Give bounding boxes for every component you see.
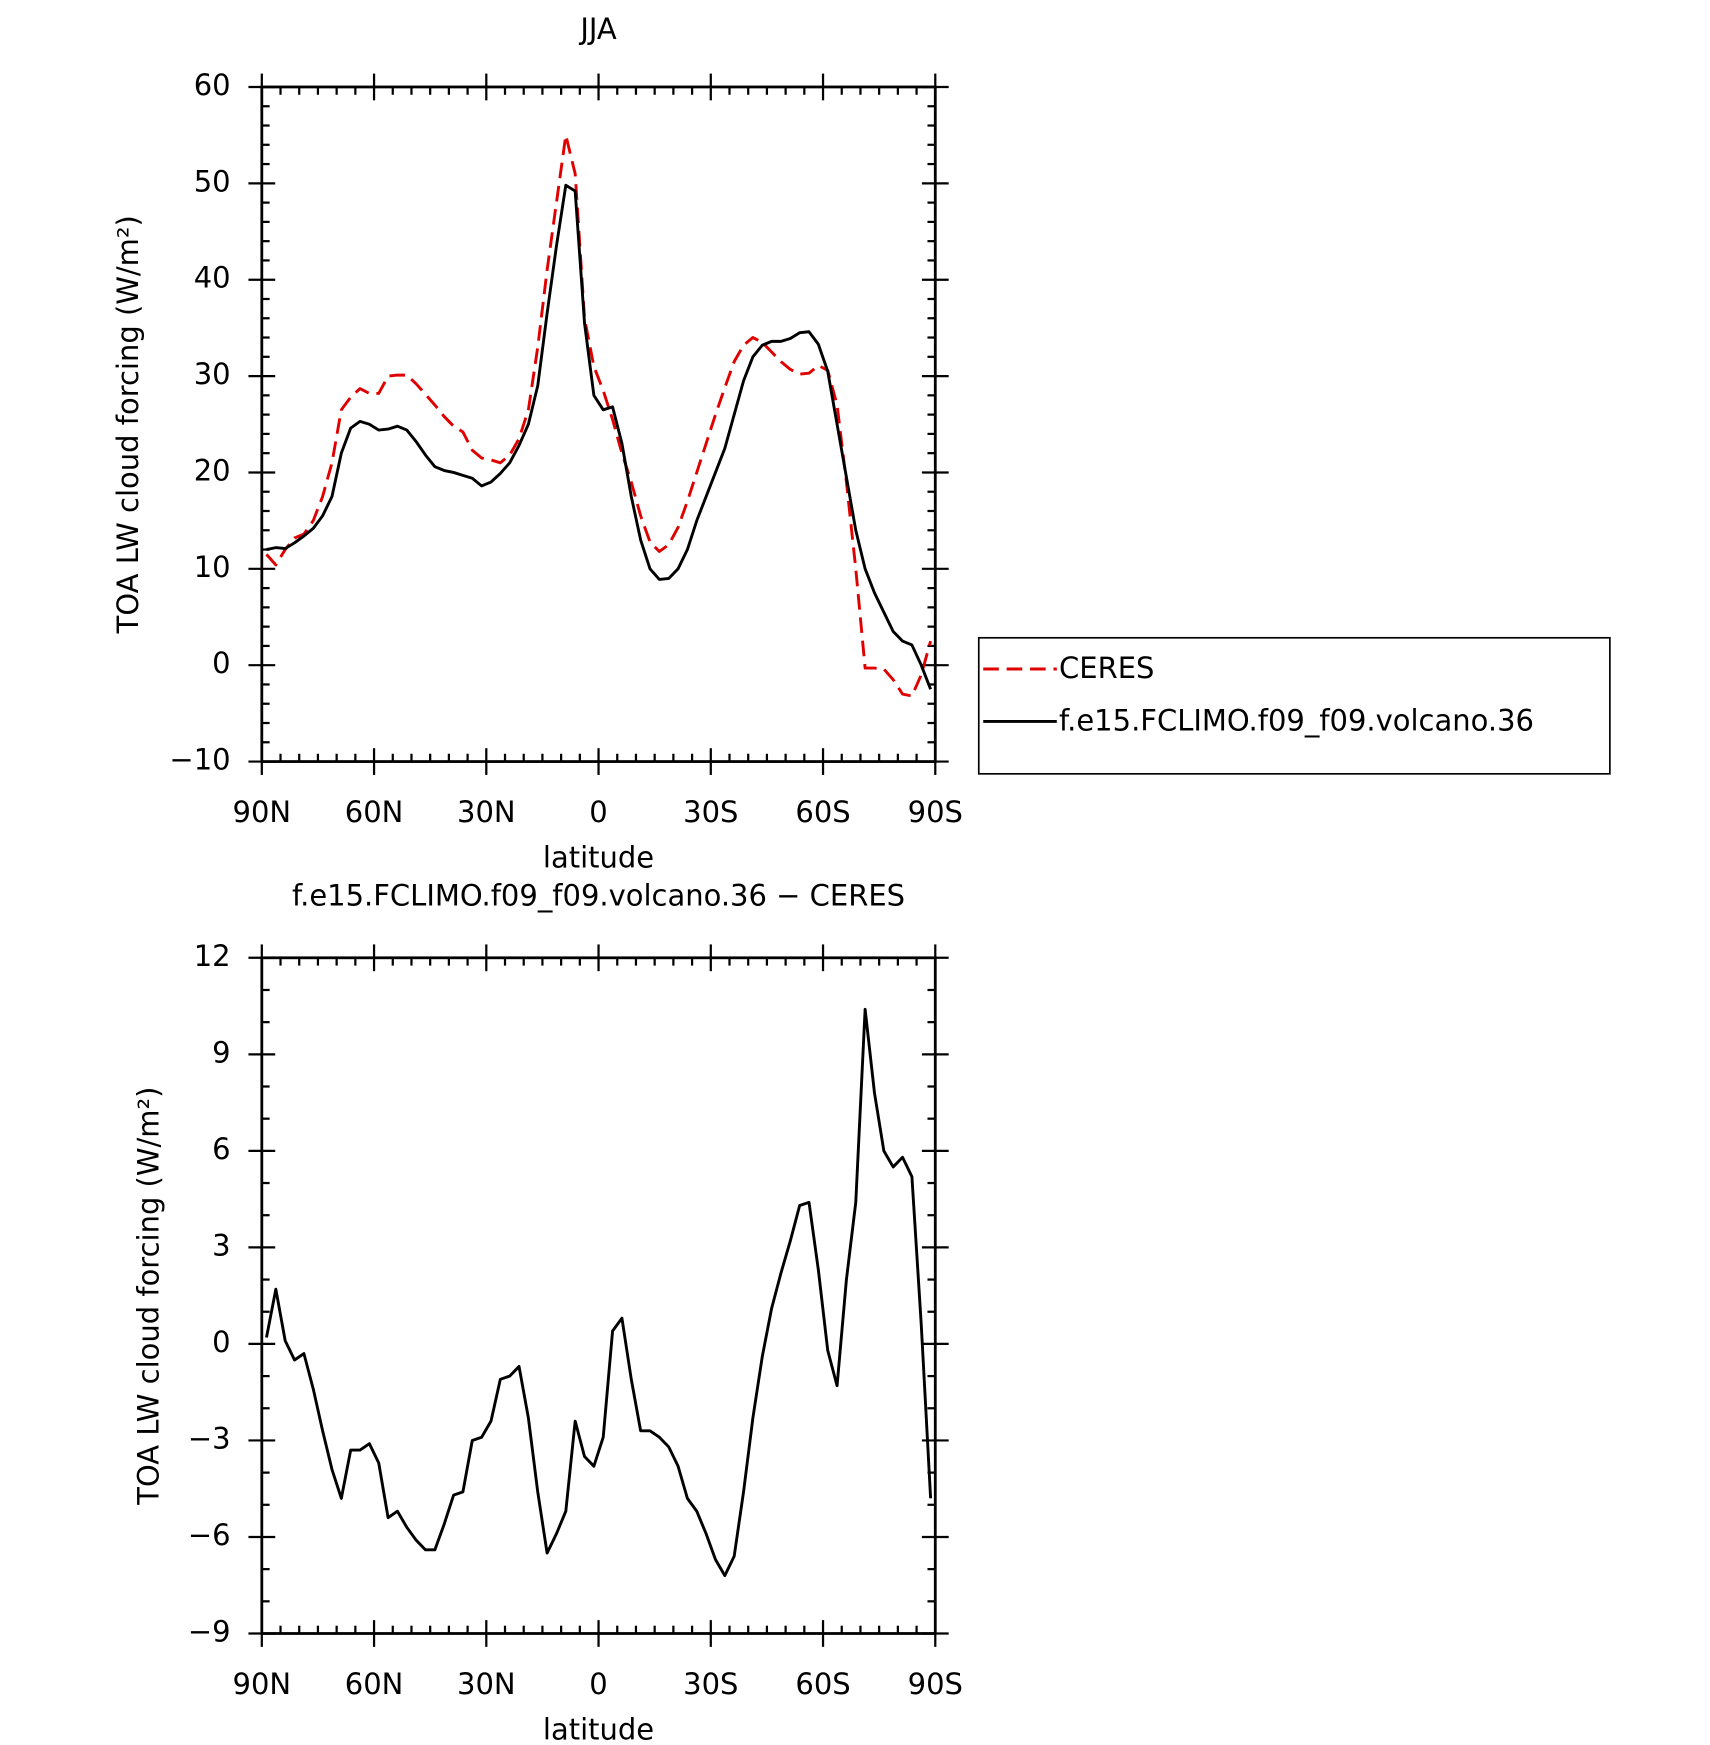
y-tick-label: 40 <box>194 261 231 295</box>
x-tick-label: 30N <box>457 1667 516 1701</box>
x-tick-label: 60S <box>795 1667 850 1701</box>
x-tick-label: 0 <box>589 1667 607 1701</box>
x-tick-label: 90N <box>233 795 292 829</box>
x-tick-label: 30N <box>457 795 516 829</box>
y-axis-label: TOA LW cloud forcing (W/m²) <box>111 215 145 634</box>
y-tick-label: 9 <box>212 1035 230 1069</box>
chart-title: JJA <box>578 12 617 46</box>
x-tick-label: 30S <box>683 795 738 829</box>
legend-label: f.e15.FCLIMO.f09_f09.volcano.36 <box>1059 704 1534 738</box>
y-tick-label: 0 <box>212 1325 230 1359</box>
y-tick-label: −10 <box>169 743 230 777</box>
legend-label: CERES <box>1059 651 1154 685</box>
legend-box <box>977 636 1611 775</box>
chart-title: f.e15.FCLIMO.f09_f09.volcano.36 − CERES <box>292 879 905 913</box>
y-tick-label: 50 <box>194 164 231 198</box>
y-tick-label: 60 <box>194 68 231 102</box>
y-tick-label: 20 <box>194 453 231 487</box>
y-tick-label: 3 <box>212 1228 230 1262</box>
x-tick-label: 60N <box>345 1667 404 1701</box>
y-tick-label: 30 <box>194 357 231 391</box>
y-axis-label: TOA LW cloud forcing (W/m²) <box>131 1087 165 1506</box>
plot-frame <box>260 85 937 763</box>
y-tick-label: 0 <box>212 646 230 680</box>
y-tick-label: 10 <box>194 550 231 584</box>
x-axis-label: latitude <box>543 1713 654 1745</box>
x-tick-label: 30S <box>683 1667 738 1701</box>
y-tick-label: −6 <box>188 1518 231 1552</box>
x-tick-label: 90N <box>233 1667 292 1701</box>
data-line <box>266 183 932 690</box>
x-tick-label: 60S <box>795 795 850 829</box>
plot-frame <box>260 956 937 1635</box>
x-axis-label: latitude <box>543 841 654 875</box>
y-tick-label: 6 <box>212 1132 230 1166</box>
y-tick-label: −3 <box>188 1421 231 1455</box>
x-tick-label: 90S <box>908 795 963 829</box>
data-line <box>265 1007 933 1578</box>
x-tick-label: 60N <box>345 795 404 829</box>
y-tick-label: −9 <box>188 1614 231 1648</box>
y-tick-label: 12 <box>194 939 231 973</box>
x-tick-label: 0 <box>589 795 607 829</box>
data-line <box>265 133 933 698</box>
x-tick-label: 90S <box>908 1667 963 1701</box>
